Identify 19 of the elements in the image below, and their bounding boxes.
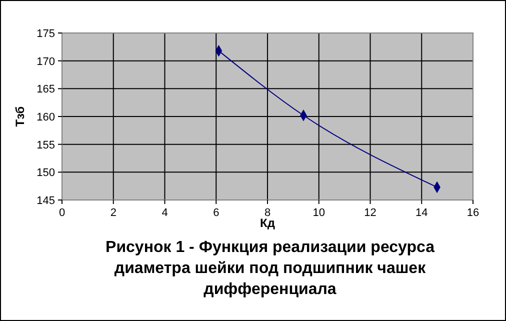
y-tick-label: 175 <box>36 28 55 40</box>
y-tick-label: 145 <box>36 195 55 207</box>
y-tick-label: 165 <box>36 84 55 96</box>
x-tick-label: 0 <box>58 207 66 219</box>
y-tick-label: 170 <box>36 56 55 68</box>
x-tick-label: 10 <box>312 207 325 219</box>
y-tick-label: 160 <box>36 112 55 124</box>
x-tick-label: 6 <box>213 207 220 219</box>
text: Рисунок 1 - Функция реализации ресурса диаметра шейки под подшипник чашек дифференциала <box>106 239 435 298</box>
y-axis-title: Тзб <box>13 106 27 127</box>
x-tick-label: 2 <box>110 207 116 219</box>
y-tick-label: 150 <box>36 167 55 180</box>
x-axis-title: Кд <box>260 216 276 230</box>
x-tick-label: 14 <box>416 207 428 219</box>
x-tick-label: 16 <box>466 207 480 219</box>
x-tick-label: 12 <box>364 207 376 219</box>
y-tick-label: 155 <box>36 139 55 152</box>
x-tick-label: 4 <box>162 207 168 219</box>
x-tick-label: 8 <box>264 207 271 219</box>
